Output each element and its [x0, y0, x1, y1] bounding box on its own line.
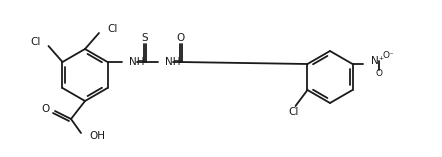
Text: O: O — [42, 104, 50, 114]
Text: Cl: Cl — [107, 24, 118, 34]
Text: Cl: Cl — [288, 107, 299, 117]
Text: NH: NH — [129, 57, 144, 67]
Text: Cl: Cl — [30, 37, 41, 47]
Text: OH: OH — [89, 131, 105, 141]
Text: O⁻: O⁻ — [382, 51, 394, 60]
Text: N⁺: N⁺ — [370, 56, 384, 66]
Text: S: S — [141, 33, 148, 43]
Text: O: O — [176, 33, 185, 43]
Text: NH: NH — [164, 57, 180, 67]
Text: O: O — [375, 70, 382, 78]
